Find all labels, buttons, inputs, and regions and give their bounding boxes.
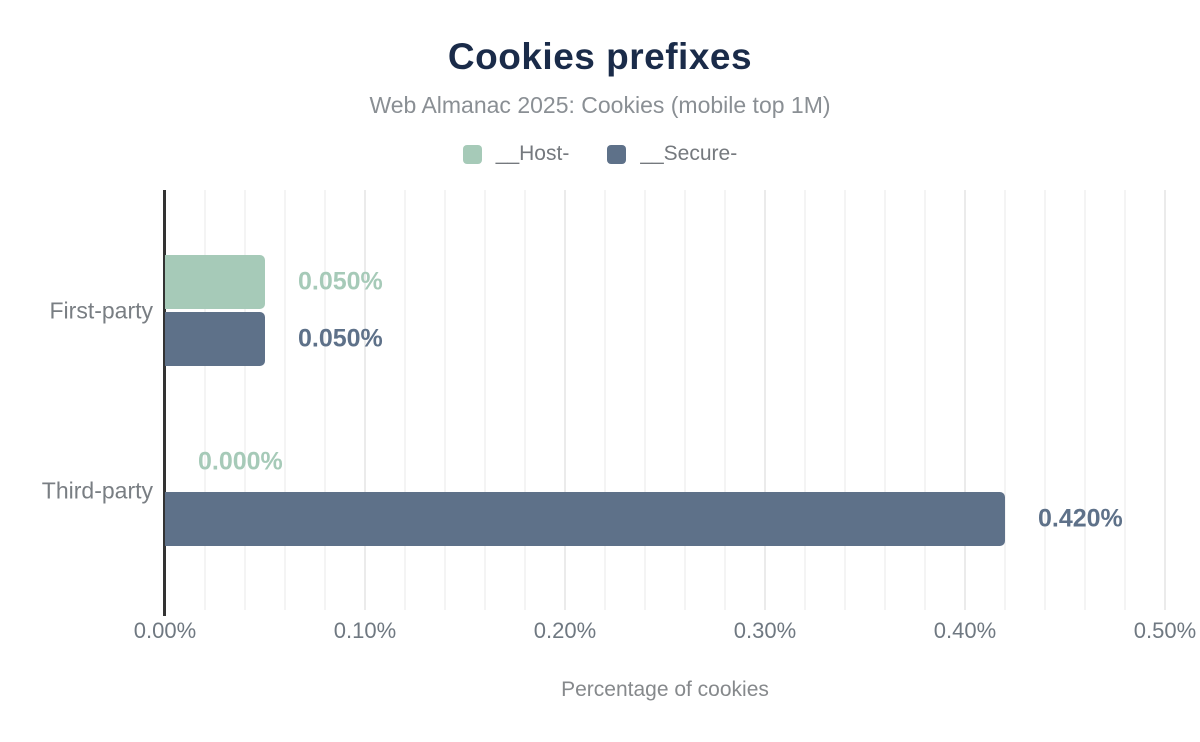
gridline [804,190,806,610]
legend-item-label: __Secure- [640,142,738,165]
gridline [204,190,206,610]
gridline [1124,190,1126,610]
secure-series-swatch-icon [607,144,627,164]
gridline [604,190,606,610]
bar-first-party-Host- [165,255,265,309]
y-axis-line [163,190,166,616]
bar-third-party-Secure- [165,492,1005,546]
gridline [244,190,246,610]
gridline [644,190,646,610]
bar-value-label: 0.050% [298,324,383,353]
gridline [884,190,886,610]
legend-item-label: __Host- [495,142,570,165]
category-label: First-party [49,297,154,323]
legend-item-host[interactable]: __Host- [462,142,570,166]
gridline [284,190,286,610]
x-tick-label: 0.40% [933,618,997,643]
gridline [1044,190,1046,610]
gridline [764,190,766,610]
gridline [524,190,526,610]
x-axis-title: Percentage of cookies [561,678,769,701]
bar-first-party-Secure- [165,312,265,366]
gridline [1084,190,1086,610]
gridline [1004,190,1006,610]
chart-subtitle: Web Almanac 2025: Cookies (mobile top 1M… [369,92,831,118]
category-label: Third-party [41,477,153,503]
bar-value-label: 0.420% [1038,504,1123,533]
gridline [484,190,486,610]
x-tick-label: 0.30% [733,618,797,643]
gridline [724,190,726,610]
gridline [324,190,326,610]
bar-value-label: 0.050% [298,267,383,296]
gridline [964,190,966,610]
gridline [404,190,406,610]
chart-title: Cookies prefixes [447,36,753,77]
gridline [564,190,566,610]
x-tick-label: 0.10% [333,618,397,643]
x-tick-label: 0.00% [133,618,197,643]
gridline [684,190,686,610]
gridline [1164,190,1166,610]
x-tick-label: 0.50% [1133,618,1197,643]
gridline [364,190,366,610]
host-series-swatch-icon [462,144,482,164]
legend-item-secure[interactable]: __Secure- [607,142,737,166]
gridline [844,190,846,610]
legend: __Host- __Secure- [0,142,1200,166]
gridline [924,190,926,610]
bar-value-label: 0.000% [198,447,283,476]
x-tick-label: 0.20% [533,618,597,643]
gridline [444,190,446,610]
